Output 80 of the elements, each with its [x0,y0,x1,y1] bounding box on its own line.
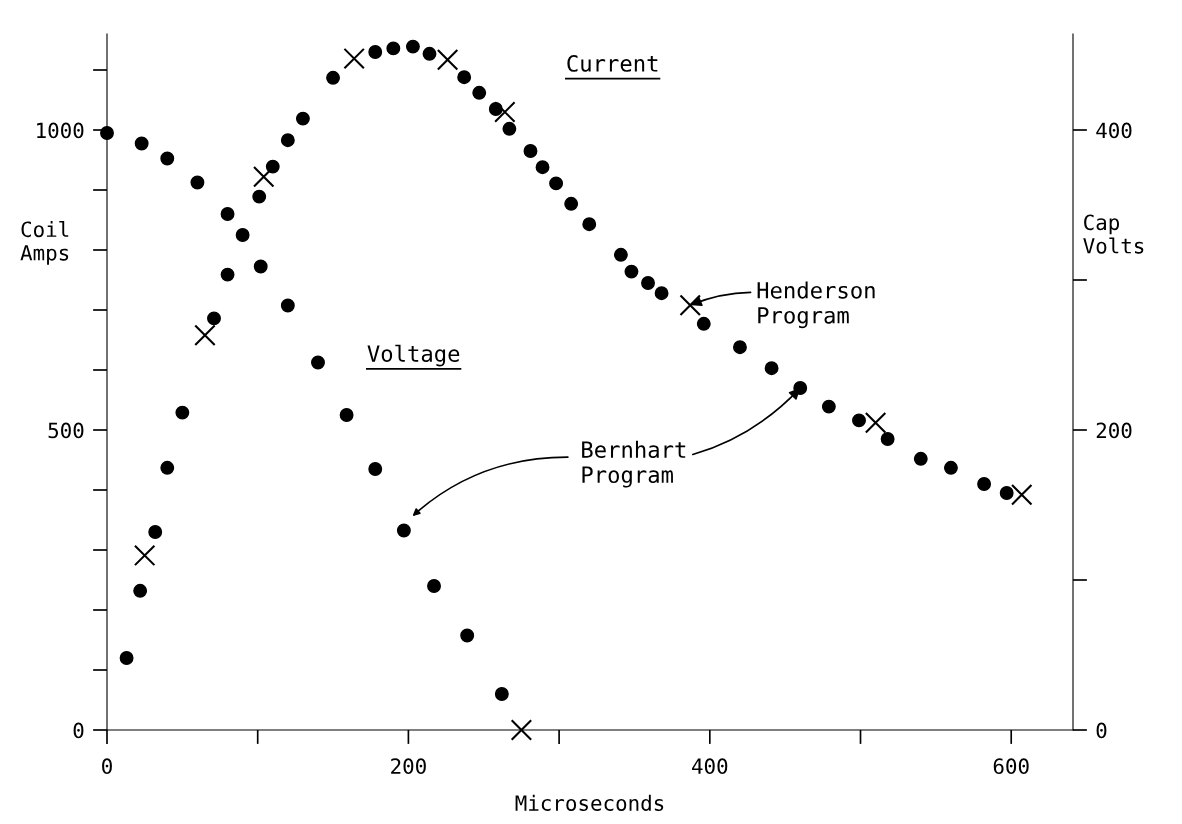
point [510,719,533,741]
point [864,412,887,434]
point [343,47,365,70]
point [457,70,472,85]
y2-axis-title: Cap Volts [1083,214,1144,254]
x-tick-label: 400 [692,758,728,775]
point [280,298,295,313]
point [133,544,156,567]
point [733,340,747,355]
x-tick-label: 0 [102,758,112,775]
y2-tick-label: 200 [1096,422,1132,439]
point [386,41,401,56]
point [160,460,175,475]
point [943,460,958,475]
point [679,294,701,316]
point [582,217,597,232]
point [535,160,550,175]
point [821,399,836,414]
point [654,286,669,301]
point [564,196,579,211]
point [194,324,216,346]
point [339,408,354,422]
point [523,144,538,158]
point [436,49,459,71]
point [852,413,866,428]
point [119,651,134,665]
point [396,523,411,538]
annotation: Henderson Program [757,281,875,329]
point [368,45,383,59]
point [422,46,437,61]
point [207,311,221,326]
point [148,525,163,539]
point [880,432,895,446]
point [472,85,487,100]
point [624,264,639,279]
point [764,361,779,376]
point [1011,484,1033,506]
point [311,355,325,370]
point [696,316,711,331]
point [220,267,235,282]
point [494,687,509,701]
point [494,101,516,123]
annotation: Current [567,55,658,72]
point [252,189,267,204]
point [253,259,268,274]
point [502,121,517,136]
point [175,405,190,420]
annotation: Bernhart Program [582,440,686,488]
point [977,477,992,491]
point [160,151,175,166]
point [295,111,310,126]
y2-tick-label: 400 [1096,122,1132,139]
point [613,247,628,262]
point [460,628,475,643]
y-tick-label: 0 [73,722,84,739]
point [190,175,205,190]
x-tick-label: 600 [993,758,1029,775]
x-axis-title: Microseconds [515,794,664,811]
point [913,451,928,466]
point [235,228,250,242]
point [220,207,235,221]
point [133,583,148,598]
x-tick-label: 200 [391,758,426,775]
annotation: Voltage [367,344,460,367]
y-axis-title: Coil Amps [20,220,69,265]
point [134,136,149,151]
point [326,70,340,85]
y-tick-label: 1000 [37,122,84,139]
point [252,166,275,188]
point [999,486,1014,500]
point [265,159,280,174]
y-tick-label: 500 [48,422,84,439]
point [280,133,295,148]
point [427,579,441,593]
point [549,176,564,191]
point [405,39,420,54]
point [100,126,114,140]
point [368,462,383,476]
y2-tick-label: 0 [1096,722,1107,739]
point [641,276,655,290]
